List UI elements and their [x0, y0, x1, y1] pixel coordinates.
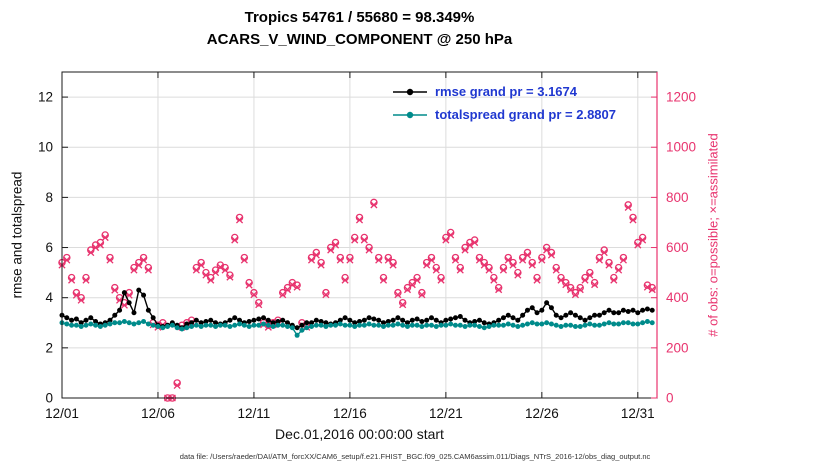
x-axis-label: Dec.01,2016 00:00:00 start [275, 426, 444, 442]
x-tick-label: 12/16 [333, 406, 367, 421]
y-right-tick-label: 800 [666, 190, 689, 205]
y-left-tick-label: 2 [45, 340, 53, 355]
totalspread-swatch-marker [406, 111, 414, 118]
legend-item-totalspread: totalspread grand pr = 2.8807 [392, 103, 616, 126]
y-axis-label-right: # of obs: o=possible; ×=assimilated [705, 133, 721, 337]
y-left-tick-label: 10 [38, 140, 53, 155]
y-left-tick-label: 0 [45, 391, 53, 406]
legend-label-totalspread: totalspread grand pr = 2.8807 [435, 107, 616, 122]
y-right-tick-label: 1000 [666, 140, 696, 155]
y-right-tick-label: 200 [666, 340, 689, 355]
legend-label-rmse: rmse grand pr = 3.1674 [435, 84, 577, 99]
y-right-tick-label: 0 [666, 391, 674, 406]
x-tick-label: 12/31 [621, 406, 655, 421]
y-left-tick-label: 6 [45, 240, 53, 255]
data-file-path: data file: /Users/raeder/DAI/ATM_forcXX/… [179, 452, 651, 461]
axis-ticks: 12/01 12/06 12/11 12/16 12/21 12/26 12/31 0 2 4 6 8… [38, 72, 696, 421]
totalspread-series [59, 319, 655, 338]
y-left-tick-label: 8 [45, 190, 53, 205]
rmse-line-swatch [393, 88, 427, 95]
x-tick-label: 12/11 [238, 406, 271, 421]
y-right-tick-label: 400 [666, 290, 689, 305]
grid [62, 72, 657, 398]
legend-item-rmse: rmse grand pr = 3.1674 [392, 80, 616, 103]
chart-title: Tropics 54761 / 55680 = 98.349% [244, 9, 475, 26]
y-right-tick-label: 600 [666, 240, 689, 255]
y-right-tick-label: 1200 [666, 90, 696, 105]
x-tick-label: 12/21 [429, 406, 463, 421]
y-left-tick-label: 12 [38, 90, 53, 105]
y-left-tick-label: 4 [45, 290, 53, 305]
y-axis-label-left: rmse and totalspread [9, 171, 25, 299]
rmse-swatch-marker [406, 88, 414, 95]
legend: rmse grand pr = 3.1674 totalspread grand… [392, 80, 616, 126]
totalspread-line-swatch [393, 111, 427, 118]
x-tick-label: 12/26 [525, 406, 559, 421]
chart-subtitle: ACARS_V_WIND_COMPONENT @ 250 hPa [206, 31, 513, 48]
obs-markers [58, 198, 656, 402]
x-tick-label: 12/06 [141, 406, 175, 421]
x-tick-label: 12/01 [45, 406, 79, 421]
